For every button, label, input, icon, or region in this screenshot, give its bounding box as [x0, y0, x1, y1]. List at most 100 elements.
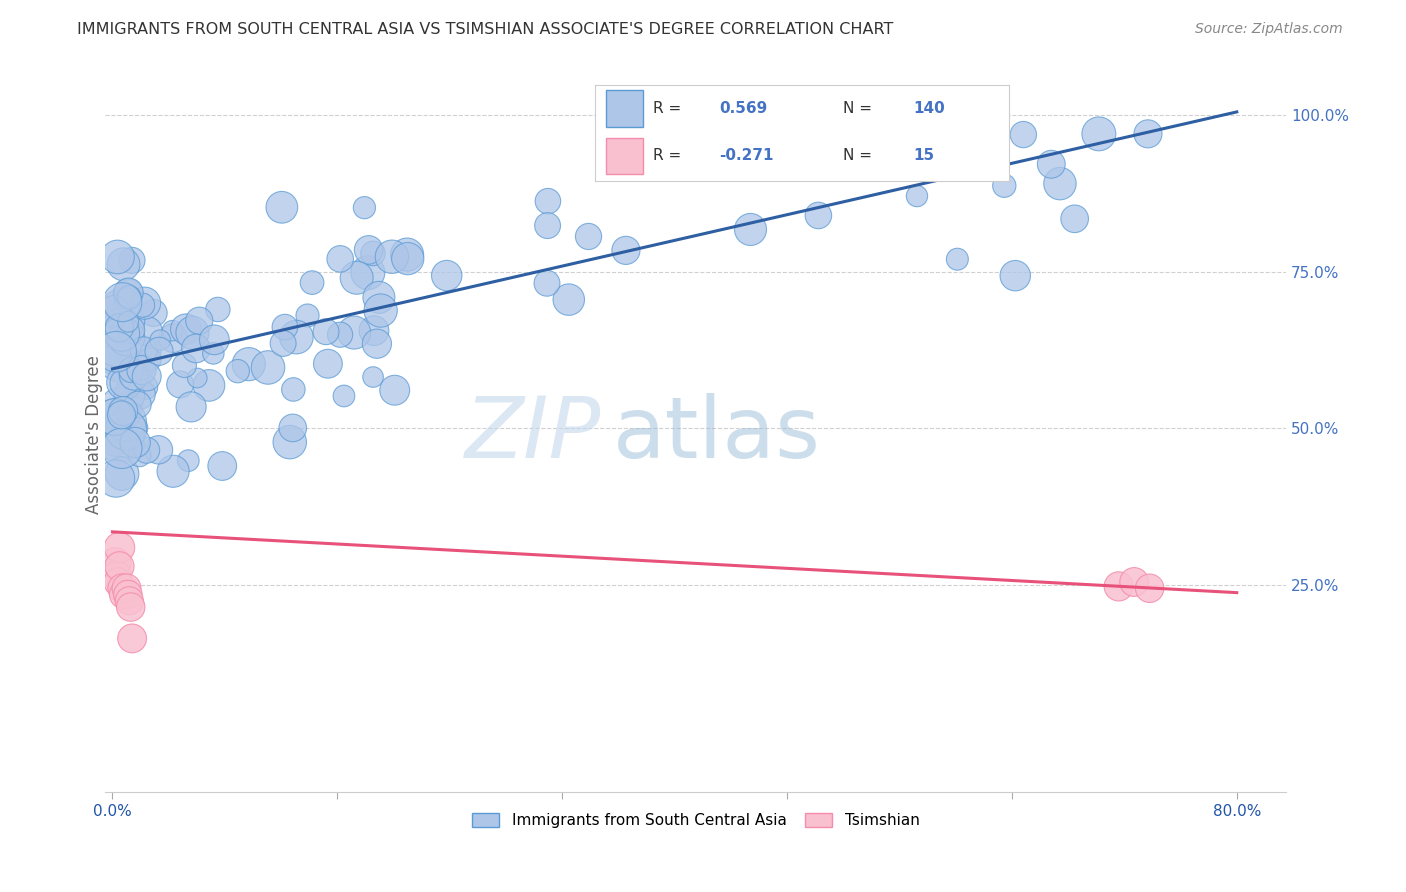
Point — [104, 471, 127, 485]
Point — [127, 398, 149, 412]
Point — [108, 559, 131, 574]
Point — [121, 253, 143, 268]
Point — [283, 383, 305, 397]
Point — [112, 376, 135, 390]
Point — [536, 277, 558, 291]
Point — [184, 342, 207, 356]
Point — [148, 442, 170, 457]
Point — [202, 346, 225, 360]
Point — [1049, 177, 1071, 191]
Point — [103, 304, 125, 318]
Point — [120, 363, 142, 377]
Point — [396, 252, 419, 266]
Point — [993, 178, 1015, 193]
Point — [1123, 574, 1146, 589]
Point — [329, 327, 352, 342]
Point — [117, 286, 139, 301]
Point — [301, 276, 323, 290]
Point — [131, 363, 153, 377]
Point — [1063, 211, 1085, 226]
Point — [162, 331, 184, 345]
Point — [103, 409, 125, 424]
Point — [536, 219, 558, 233]
Point — [110, 302, 132, 317]
Point — [136, 324, 159, 338]
Point — [129, 387, 152, 401]
Point — [120, 400, 142, 414]
Point — [226, 364, 249, 378]
Point — [118, 407, 141, 421]
Point — [120, 600, 142, 615]
Point — [107, 397, 129, 411]
Point — [112, 588, 135, 602]
Point — [124, 435, 146, 450]
Point — [257, 360, 280, 375]
Text: atlas: atlas — [613, 393, 821, 476]
Point — [315, 325, 337, 339]
Point — [396, 247, 419, 261]
Point — [558, 293, 581, 307]
Text: ZIP: ZIP — [465, 393, 602, 476]
Point — [111, 467, 134, 481]
Point — [346, 270, 368, 285]
Point — [367, 290, 389, 304]
Point — [946, 252, 969, 267]
Point — [366, 336, 388, 351]
Point — [115, 330, 138, 344]
Point — [1108, 579, 1130, 593]
Point — [357, 243, 380, 257]
Point — [297, 309, 319, 323]
Point — [107, 434, 129, 449]
Point — [329, 252, 352, 266]
Point — [1136, 127, 1159, 141]
Point — [537, 194, 560, 209]
Point — [1004, 268, 1026, 283]
Point — [112, 314, 135, 328]
Point — [112, 376, 135, 390]
Point — [162, 324, 184, 338]
Point — [270, 200, 292, 214]
Point — [384, 383, 406, 397]
Point — [135, 443, 157, 458]
Point — [316, 357, 339, 371]
Point — [361, 370, 384, 384]
Point — [180, 400, 202, 414]
Point — [111, 295, 134, 310]
Point — [115, 423, 138, 437]
Point — [118, 389, 141, 403]
Legend: Immigrants from South Central Asia, Tsimshian: Immigrants from South Central Asia, Tsim… — [465, 807, 925, 834]
Point — [117, 293, 139, 308]
Point — [361, 246, 384, 260]
Point — [107, 250, 129, 264]
Point — [135, 369, 157, 384]
Point — [110, 318, 132, 333]
Point — [118, 594, 141, 608]
Point — [134, 380, 156, 394]
Point — [105, 568, 128, 582]
Point — [129, 359, 152, 374]
Point — [118, 381, 141, 395]
Point — [162, 464, 184, 478]
Point — [370, 303, 392, 318]
Point — [186, 371, 208, 385]
Point — [117, 380, 139, 394]
Point — [343, 326, 366, 340]
Point — [174, 322, 197, 336]
Point — [198, 378, 221, 392]
Point — [436, 268, 458, 283]
Point — [1040, 157, 1063, 171]
Point — [132, 343, 155, 358]
Point — [117, 285, 139, 300]
Point — [105, 339, 128, 353]
Point — [281, 421, 304, 435]
Point — [740, 222, 762, 236]
Point — [363, 324, 385, 338]
Point — [202, 333, 225, 347]
Point — [807, 209, 830, 223]
Point — [120, 323, 142, 337]
Point — [104, 409, 127, 424]
Point — [114, 330, 136, 344]
Point — [131, 298, 153, 312]
Point — [139, 343, 162, 357]
Point — [381, 250, 404, 264]
